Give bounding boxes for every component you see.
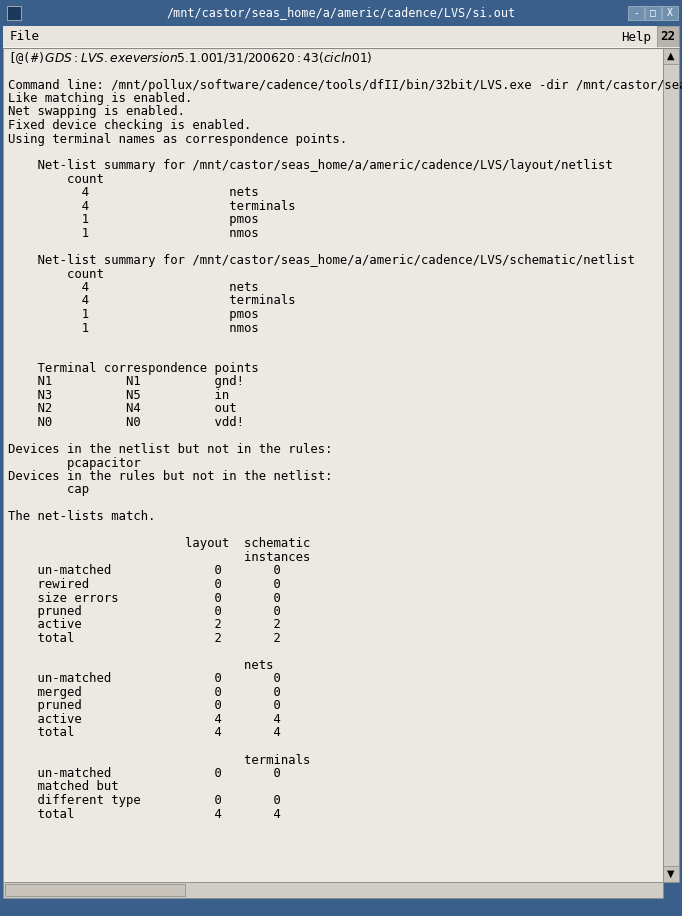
Text: ▲: ▲ <box>667 51 674 61</box>
Text: Devices in the rules but not in the netlist:: Devices in the rules but not in the netl… <box>8 470 333 483</box>
Text: 1                   pmos: 1 pmos <box>8 213 258 226</box>
Text: size errors             0       0: size errors 0 0 <box>8 592 281 605</box>
Bar <box>663 866 679 882</box>
Bar <box>645 6 661 20</box>
Text: N1          N1          gnd!: N1 N1 gnd! <box>8 376 244 388</box>
Bar <box>657 26 679 48</box>
Text: 4                   nets: 4 nets <box>8 281 258 294</box>
Text: Net-list summary for /mnt/castor/seas_home/a/americ/cadence/LVS/schematic/netlis: Net-list summary for /mnt/castor/seas_ho… <box>8 254 635 267</box>
Bar <box>663 48 679 882</box>
Text: active                  2       2: active 2 2 <box>8 618 281 631</box>
Text: -: - <box>633 8 639 18</box>
Text: Net swapping is enabled.: Net swapping is enabled. <box>8 105 185 118</box>
Text: ▼: ▼ <box>667 869 674 879</box>
Text: 1                   pmos: 1 pmos <box>8 308 258 321</box>
Bar <box>662 6 678 20</box>
Text: count: count <box>8 173 104 186</box>
Text: Using terminal names as correspondence points.: Using terminal names as correspondence p… <box>8 133 347 146</box>
Text: 1                   nmos: 1 nmos <box>8 322 258 334</box>
Bar <box>3 0 679 26</box>
Text: Like matching is enabled.: Like matching is enabled. <box>8 92 192 105</box>
Text: Fixed device checking is enabled.: Fixed device checking is enabled. <box>8 119 252 132</box>
Text: instances: instances <box>8 551 310 564</box>
Text: 4                   nets: 4 nets <box>8 187 258 200</box>
Bar <box>663 48 679 64</box>
Text: □: □ <box>650 8 656 18</box>
Text: un-matched              0       0: un-matched 0 0 <box>8 767 281 780</box>
Text: layout  schematic: layout schematic <box>8 538 310 551</box>
Text: Net-list summary for /mnt/castor/seas_home/a/americ/cadence/LVS/layout/netlist: Net-list summary for /mnt/castor/seas_ho… <box>8 159 612 172</box>
Text: N2          N4          out: N2 N4 out <box>8 402 237 416</box>
Text: 4                   terminals: 4 terminals <box>8 200 295 213</box>
Text: 22: 22 <box>660 30 675 43</box>
Text: 1                   nmos: 1 nmos <box>8 227 258 240</box>
Text: total                   2       2: total 2 2 <box>8 632 281 645</box>
Text: 4                   terminals: 4 terminals <box>8 295 295 308</box>
Text: File: File <box>10 30 40 43</box>
Text: total                   4       4: total 4 4 <box>8 808 281 821</box>
Text: un-matched              0       0: un-matched 0 0 <box>8 672 281 685</box>
Text: X: X <box>667 8 673 18</box>
Text: total                   4       4: total 4 4 <box>8 726 281 739</box>
Text: un-matched              0       0: un-matched 0 0 <box>8 564 281 577</box>
Text: rewired                 0       0: rewired 0 0 <box>8 578 281 591</box>
Text: count: count <box>8 267 104 280</box>
Bar <box>3 882 663 898</box>
Text: Command line: /mnt/pollux/software/cadence/tools/dfII/bin/32bit/LVS.exe -dir /mn: Command line: /mnt/pollux/software/caden… <box>8 79 682 92</box>
Text: nets: nets <box>8 659 273 672</box>
Text: merged                  0       0: merged 0 0 <box>8 686 281 699</box>
Text: terminals: terminals <box>8 754 310 767</box>
Text: pcapacitor: pcapacitor <box>8 456 140 470</box>
Bar <box>3 26 679 48</box>
Text: matched but: matched but <box>8 780 119 793</box>
Text: cap: cap <box>8 484 89 496</box>
Bar <box>7 6 21 20</box>
Text: pruned                  0       0: pruned 0 0 <box>8 605 281 618</box>
Text: [@(#)$GDS: LVS.exe version 5.1.0 01/31/2006 20:43 (cicln01) $: [@(#)$GDS: LVS.exe version 5.1.0 01/31/2… <box>8 50 372 66</box>
Text: /mnt/castor/seas_home/a/americ/cadence/LVS/si.out: /mnt/castor/seas_home/a/americ/cadence/L… <box>166 6 516 19</box>
Text: Help: Help <box>621 30 651 43</box>
Text: active                  4       4: active 4 4 <box>8 713 281 726</box>
Text: N3          N5          in: N3 N5 in <box>8 389 229 402</box>
Text: pruned                  0       0: pruned 0 0 <box>8 700 281 713</box>
Text: N0          N0          vdd!: N0 N0 vdd! <box>8 416 244 429</box>
Bar <box>628 6 644 20</box>
Text: Terminal correspondence points: Terminal correspondence points <box>8 362 258 375</box>
Text: different type          0       0: different type 0 0 <box>8 794 281 807</box>
Text: The net-lists match.: The net-lists match. <box>8 510 155 524</box>
Text: Devices in the netlist but not in the rules:: Devices in the netlist but not in the ru… <box>8 443 333 456</box>
Bar <box>5 884 185 896</box>
